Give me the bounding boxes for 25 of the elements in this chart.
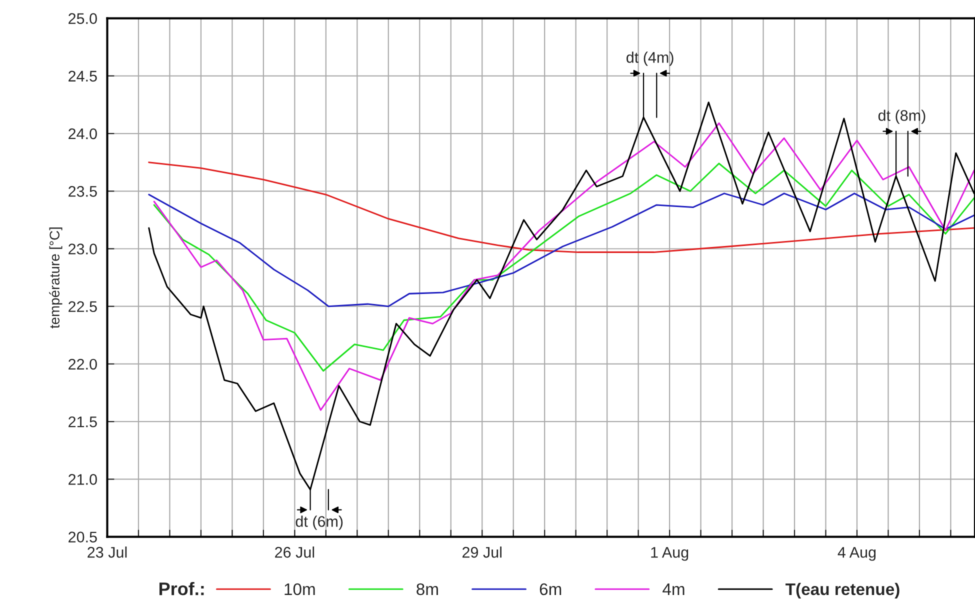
y-tick-label: 22.5 [68,301,97,312]
legend-label: T(eau retenue) [786,582,900,598]
y-tick-label: 21.5 [68,416,97,428]
legend-label: 8m [416,583,438,596]
annotation: dt (6m) [296,516,343,530]
legend-title: Prof.: [159,582,204,596]
y-tick-label: 21.0 [68,474,97,485]
x-tick-label: 29 Jul [462,546,502,558]
y-tick-label: 24.0 [68,128,97,140]
y-tick-label: 23.0 [68,244,97,254]
x-tick-label: 1 Aug [651,547,688,561]
legend-label: 4m [662,584,684,595]
y-axis-title: température [°C] [49,228,62,328]
x-tick-label: 26 Jul [275,546,314,558]
legend-label: 10m [284,583,315,596]
annotation: dt (8m) [878,110,926,124]
legend-label: 6m [540,583,562,596]
x-tick-label: 23 Jul [88,546,127,558]
y-tick-label: 22.0 [68,358,97,370]
y-tick-label: 20.5 [68,532,97,542]
x-tick-label: 4 Aug [838,547,876,561]
annotation: dt (4m) [626,52,674,66]
y-tick-label: 25.0 [68,13,97,24]
y-tick-label: 24.5 [68,70,97,82]
y-tick-label: 23.5 [68,186,97,197]
